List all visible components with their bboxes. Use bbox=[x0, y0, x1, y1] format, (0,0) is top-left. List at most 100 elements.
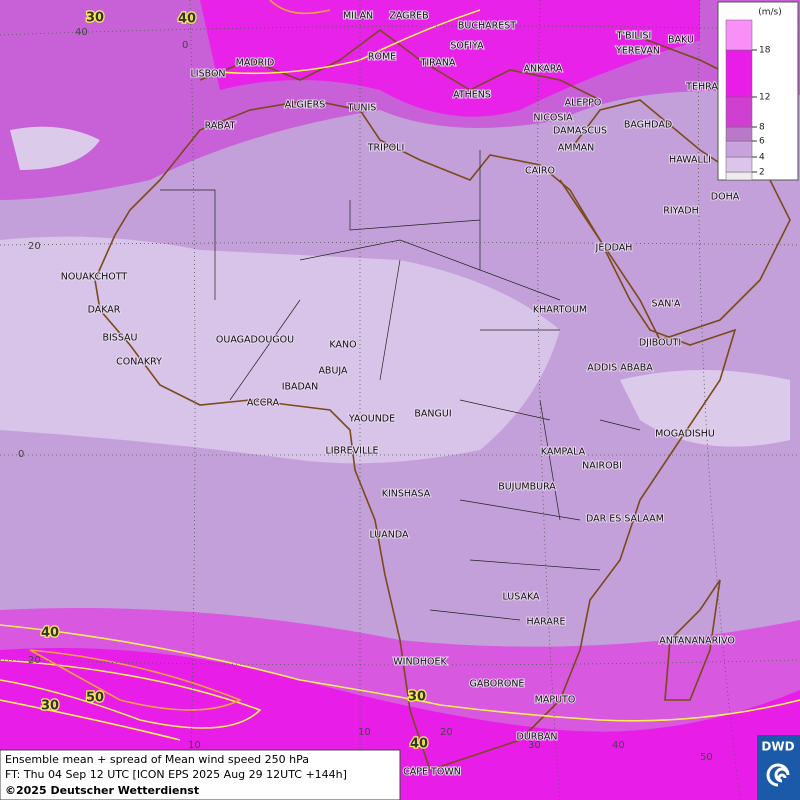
city-label: RIYADH bbox=[663, 206, 698, 217]
contour-label: 40 bbox=[41, 626, 59, 641]
city-label: CAPE TOWN bbox=[403, 767, 461, 778]
contour-label: 30 bbox=[41, 699, 59, 714]
city-label: NOUAKCHOTT bbox=[61, 272, 128, 283]
city-label: KAMPALA bbox=[541, 447, 586, 458]
graticule-label: 0 bbox=[182, 40, 188, 51]
jet-core-north bbox=[200, 0, 700, 117]
city-label: ALEPPO bbox=[565, 98, 602, 109]
city-label: TEHRA bbox=[685, 82, 718, 93]
city-label: BISSAU bbox=[102, 333, 137, 344]
city-label: YEREVAN bbox=[615, 46, 660, 57]
light-area bbox=[0, 236, 560, 464]
graticule-label: 10 bbox=[188, 740, 201, 751]
graticule-label: 20 bbox=[28, 655, 41, 666]
city-label: T'BILISI bbox=[616, 31, 652, 42]
city-label: CONAKRY bbox=[116, 357, 162, 368]
legend-tick-label: 2 bbox=[759, 168, 765, 178]
city-label: GABORONE bbox=[470, 679, 525, 690]
city-label: TRIPOLI bbox=[367, 143, 405, 154]
caption-line: ©2025 Deutscher Wetterdienst bbox=[5, 784, 199, 797]
city-label: HARARE bbox=[527, 617, 566, 628]
city-label: ADDIS ABABA bbox=[587, 363, 653, 374]
city-label: LIBREVILLE bbox=[325, 446, 378, 457]
contour bbox=[29, 0, 331, 711]
city-label: LISBON bbox=[190, 69, 225, 80]
caption-line: FT: Thu 04 Sep 12 UTC [ICON EPS 2025 Aug… bbox=[5, 768, 347, 781]
legend-tick-label: 12 bbox=[759, 93, 770, 103]
city-label: CAIRO bbox=[525, 166, 555, 177]
city-label: KANO bbox=[329, 340, 356, 351]
legend-tick-label: 18 bbox=[759, 46, 771, 56]
contour-label: 30 bbox=[408, 690, 426, 705]
logo-text: DWD bbox=[761, 740, 794, 754]
city-label: BUCHAREST bbox=[458, 21, 516, 32]
city-label: DAR ES SALAAM bbox=[586, 514, 664, 525]
graticule-label: 30 bbox=[528, 740, 541, 751]
city-label: DAMASCUS bbox=[553, 126, 607, 137]
city-label: MAPUTO bbox=[535, 695, 576, 706]
graticule-label: 40 bbox=[75, 27, 88, 38]
city-label: KHARTOUM bbox=[533, 305, 587, 316]
city-label: DOHA bbox=[711, 192, 740, 203]
caption-box bbox=[0, 749, 401, 800]
contour bbox=[0, 9, 800, 741]
graticule-label: 10 bbox=[358, 727, 371, 738]
contour-label: 40 bbox=[410, 737, 428, 752]
logo bbox=[757, 735, 800, 800]
legend-swatch bbox=[725, 126, 753, 142]
legend-tick-label: 6 bbox=[759, 137, 765, 147]
graticule-label: 20 bbox=[440, 727, 453, 738]
legend-unit: (m/s) bbox=[758, 8, 782, 18]
legend-swatch bbox=[725, 19, 753, 51]
city-label: DJIBOUTI bbox=[639, 338, 681, 349]
coastline bbox=[664, 579, 721, 701]
legend-swatch bbox=[725, 49, 753, 98]
city-label: ZAGREB bbox=[389, 11, 428, 22]
city-label: YAOUNDE bbox=[348, 414, 395, 425]
graticule-label: 20 bbox=[28, 241, 41, 252]
legend-swatch bbox=[725, 171, 753, 181]
legend-swatch bbox=[725, 140, 753, 158]
city-label: DAKAR bbox=[88, 305, 121, 316]
city-label: MADRID bbox=[236, 58, 275, 69]
legend-tick-label: 8 bbox=[759, 123, 765, 133]
city-label: ABUJA bbox=[318, 366, 348, 377]
city-label: OUAGADOUGOU bbox=[216, 335, 294, 346]
graticule-label: 0 bbox=[18, 449, 24, 460]
caption-line: Ensemble mean + spread of Mean wind spee… bbox=[5, 753, 309, 766]
city-label: MOGADISHU bbox=[655, 429, 715, 440]
city-label: AMMAN bbox=[558, 143, 595, 154]
logo-swirl bbox=[766, 763, 790, 787]
city-label: WINDHOEK bbox=[393, 657, 447, 668]
city-label: LUSAKA bbox=[502, 592, 540, 603]
city-label: SAN'A bbox=[652, 299, 681, 310]
city-label: ACCRA bbox=[247, 398, 280, 409]
city-label: ANTANANARIVO bbox=[659, 636, 735, 647]
city-label: BANGUI bbox=[414, 409, 451, 420]
city-label: KINSHASA bbox=[382, 489, 431, 500]
city-label: SOFIYA bbox=[450, 41, 484, 52]
legend-swatch bbox=[725, 96, 753, 128]
city-label: IBADAN bbox=[282, 382, 319, 393]
city-label: ANKARA bbox=[524, 64, 563, 75]
graticule-label: 50 bbox=[700, 752, 713, 763]
city-label: BAGHDAD bbox=[624, 120, 672, 131]
coastline bbox=[94, 99, 737, 772]
city-label: NICOSIA bbox=[533, 113, 573, 124]
graticule-label: 40 bbox=[612, 740, 625, 751]
contour-label: 40 bbox=[178, 12, 196, 27]
city-label: RABAT bbox=[205, 121, 236, 132]
city-label: MILAN bbox=[343, 11, 373, 22]
city-label: TUNIS bbox=[347, 103, 377, 114]
city-label: ATHENS bbox=[453, 90, 491, 101]
city-label: LUANDA bbox=[369, 530, 409, 541]
city-label: BAKU bbox=[668, 35, 694, 46]
contour-label: 50 bbox=[86, 691, 104, 706]
city-label: BUJUMBURA bbox=[498, 482, 556, 493]
contour-label: 30 bbox=[86, 11, 104, 26]
city-label: ROME bbox=[368, 52, 396, 63]
city-label: TIRANA bbox=[420, 58, 456, 69]
